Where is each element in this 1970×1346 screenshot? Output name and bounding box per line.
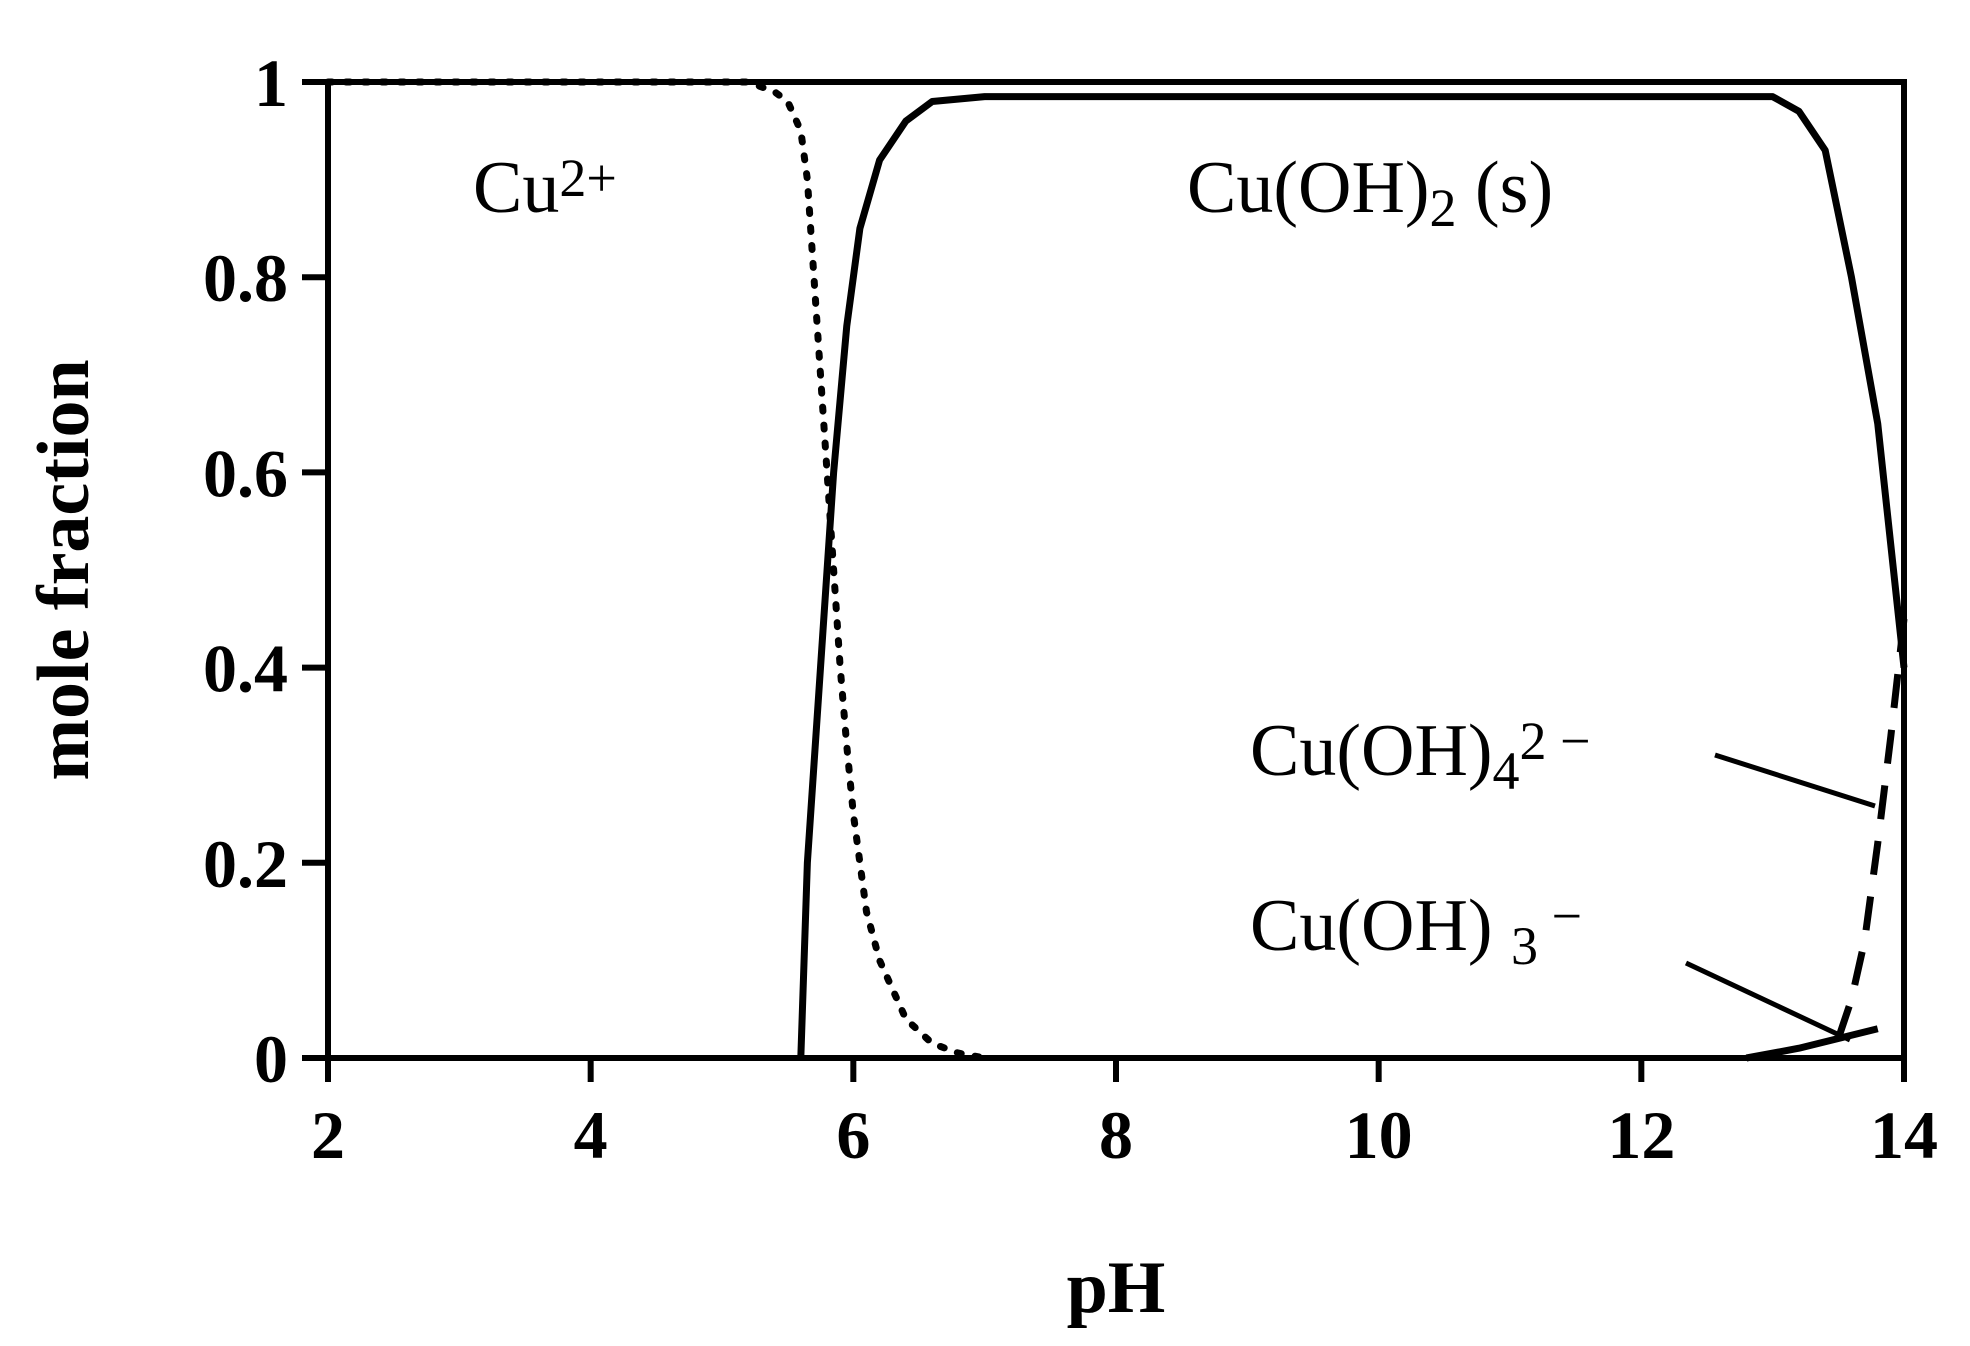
series-line [1835, 618, 1908, 1040]
x-tick-label: 8 [1099, 1097, 1133, 1173]
pointer-line [1714, 752, 1876, 809]
y-tick-label: 0.8 [203, 240, 288, 316]
annotation-part: 2 [1430, 178, 1457, 238]
x-tick-label: 12 [1607, 1097, 1675, 1173]
pointer-line [1684, 960, 1852, 1043]
annotation: Cu(OH)42 − [1250, 710, 1591, 801]
annotation: Cu2+ [473, 147, 617, 229]
annotation-part: Cu(OH) [1250, 710, 1493, 792]
y-tick-label: 0.2 [203, 826, 288, 902]
y-tick-label: 0 [254, 1021, 288, 1097]
annotation-part: 2+ [559, 148, 616, 208]
y-tick-label: 1 [254, 45, 288, 121]
x-tick-label: 10 [1345, 1097, 1413, 1173]
y-tick-label: 0.4 [203, 631, 288, 707]
annotation-part: Cu [473, 147, 559, 229]
y-axis-title: mole fraction [23, 359, 105, 780]
series-line [797, 93, 1908, 1059]
x-axis-title: pH [1067, 1247, 1166, 1329]
x-tick-label: 2 [311, 1097, 345, 1173]
annotation-part: − [1538, 886, 1582, 946]
annotation-part: Cu(OH) [1187, 147, 1430, 229]
annotation-part: 2 − [1520, 711, 1591, 771]
y-tick-label: 0.6 [203, 435, 288, 511]
annotation-part: 4 [1493, 741, 1520, 801]
series-line [1745, 1025, 1879, 1062]
annotation-part: 3 [1511, 916, 1538, 976]
x-tick-label: 4 [574, 1097, 608, 1173]
plot-frame [325, 79, 1907, 1061]
annotation-part: (s) [1457, 147, 1554, 229]
x-tick-label: 14 [1870, 1097, 1938, 1173]
series-line [324, 78, 989, 1062]
x-tick-label: 6 [836, 1097, 870, 1173]
annotation: Cu(OH) 3 − [1250, 885, 1582, 976]
annotation: Cu(OH)2 (s) [1187, 147, 1553, 238]
annotation-part: Cu(OH) [1250, 885, 1511, 967]
